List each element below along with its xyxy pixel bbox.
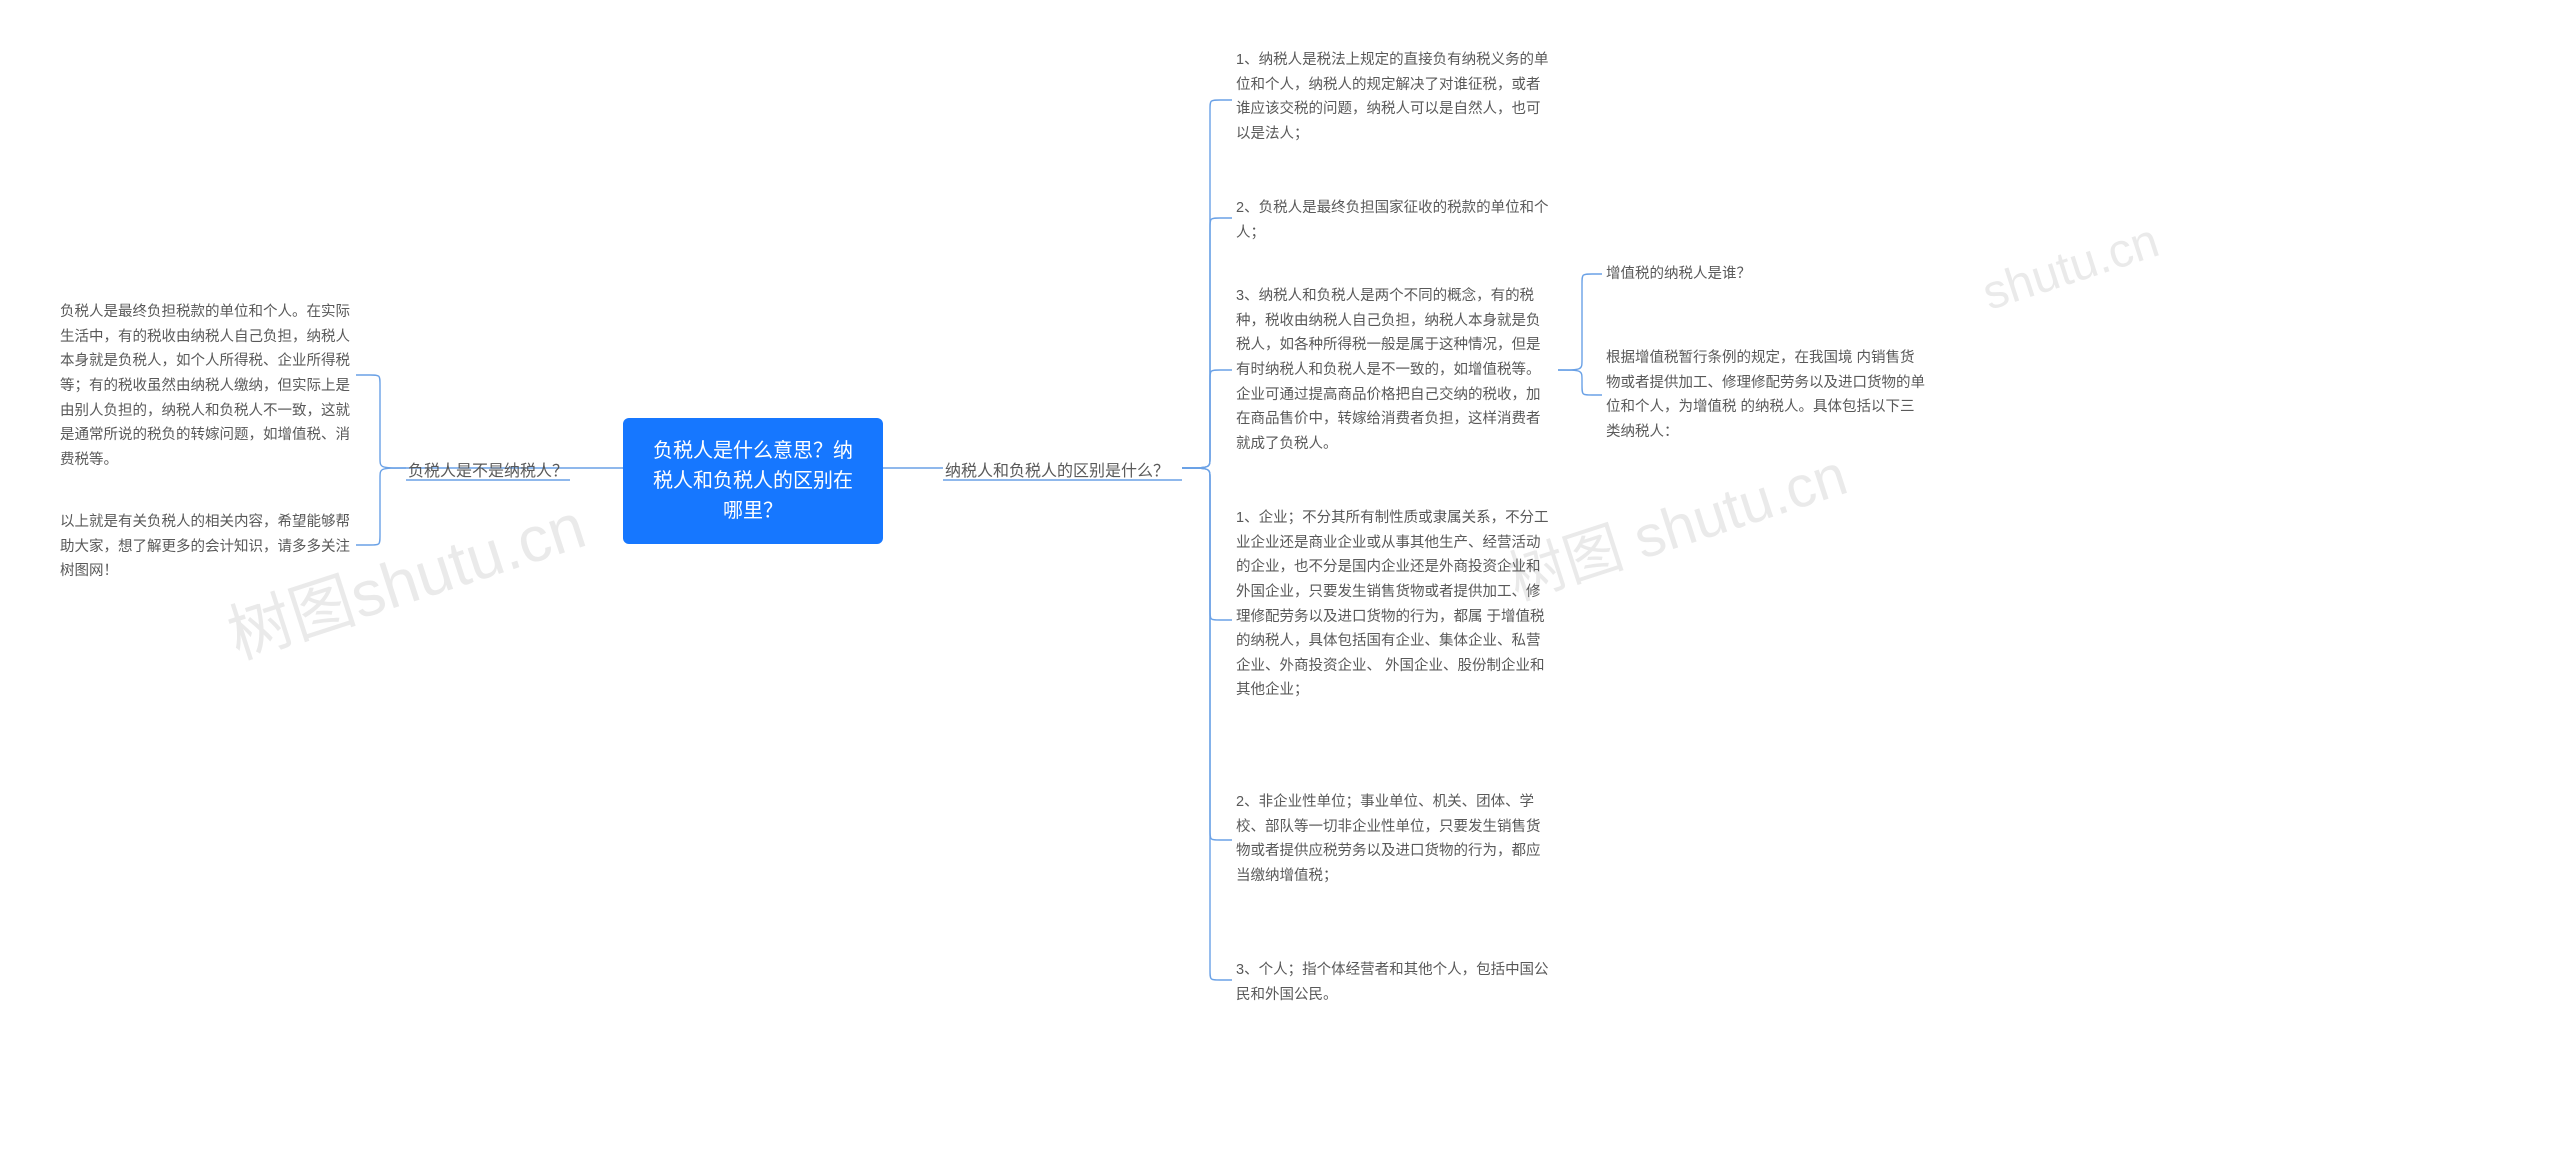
right-leaf-3: 3、纳税人和负税人是两个不同的概念，有的税种，税收由纳税人自己负担，纳税人本身就… (1236, 284, 1552, 456)
right-leaf-6: 3、个人；指个体经营者和其他个人，包括中国公民和外国公民。 (1236, 958, 1552, 1007)
root-node: 负税人是什么意思？纳税人和负税人的区别在哪里？ (623, 418, 883, 544)
left-branch-label: 负税人是不是纳税人？ (408, 455, 568, 489)
right-leaf-3-sub-1: 增值税的纳税人是谁？ (1606, 262, 1906, 287)
right-leaf-3-sub-2: 根据增值税暂行条例的规定，在我国境 内销售货物或者提供加工、修理修配劳务以及进口… (1606, 346, 1926, 445)
left-leaf-2: 以上就是有关负税人的相关内容，希望能够帮助大家，想了解更多的会计知识，请多多关注… (60, 510, 356, 584)
right-branch-label: 纳税人和负税人的区别是什么？ (945, 455, 1169, 489)
right-leaf-1: 1、纳税人是税法上规定的直接负有纳税义务的单位和个人，纳税人的规定解决了对谁征税… (1236, 48, 1552, 147)
right-leaf-4: 1、企业；不分其所有制性质或隶属关系，不分工业企业还是商业企业或从事其他生产、经… (1236, 506, 1552, 703)
mindmap-canvas: 树图shutu.cn 树图 shutu.cn shutu.cn (0, 0, 2560, 1153)
right-leaf-5: 2、非企业性单位；事业单位、机关、团体、学校、部队等一切非企业性单位，只要发生销… (1236, 790, 1552, 889)
watermark: shutu.cn (1976, 213, 2166, 321)
right-leaf-2: 2、负税人是最终负担国家征收的税款的单位和个人； (1236, 196, 1552, 245)
left-leaf-1: 负税人是最终负担税款的单位和个人。在实际生活中，有的税收由纳税人自己负担，纳税人… (60, 300, 356, 472)
